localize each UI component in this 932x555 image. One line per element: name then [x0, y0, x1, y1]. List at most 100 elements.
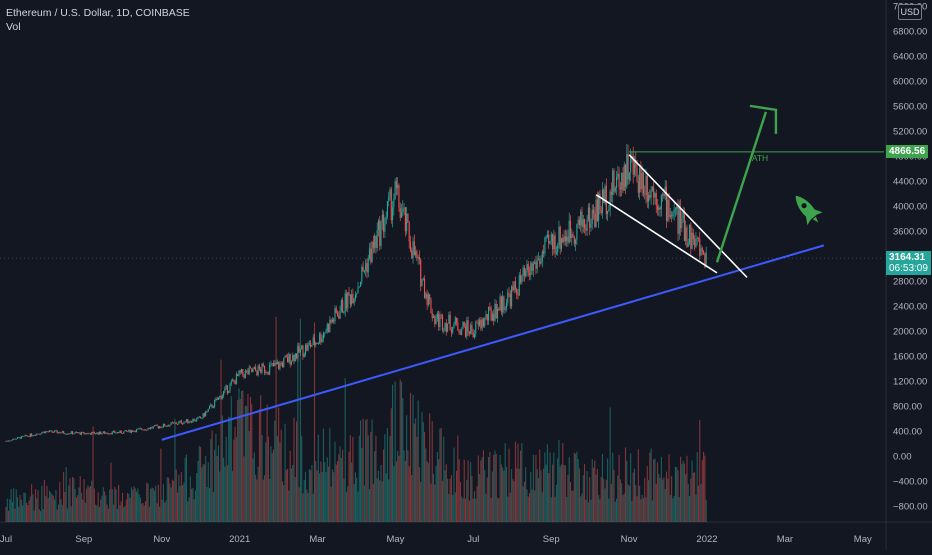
- volume-bar: [343, 478, 345, 522]
- candle-body: [110, 433, 112, 435]
- candle-body: [228, 390, 230, 393]
- candle-body: [188, 421, 190, 423]
- candle-body: [102, 431, 104, 434]
- volume-bar: [521, 443, 523, 522]
- candle-body: [701, 248, 703, 251]
- volume-bar: [129, 497, 131, 522]
- candle-body: [38, 433, 40, 435]
- candle-body: [674, 208, 676, 210]
- candle-body: [500, 296, 502, 313]
- x-tick-label: Nov: [153, 534, 170, 545]
- volume-bar: [601, 453, 604, 522]
- candle-body: [490, 308, 492, 321]
- candle-body: [324, 332, 326, 334]
- volume-bar: [52, 495, 54, 522]
- candle-body: [189, 421, 191, 423]
- volume-bar: [118, 484, 120, 522]
- x-tick-label: Mar: [777, 534, 793, 545]
- volume-bar: [445, 464, 447, 522]
- volume-bar: [61, 504, 63, 522]
- candle-body: [628, 172, 630, 180]
- volume-bar: [608, 498, 610, 522]
- candle-body: [187, 419, 189, 423]
- candle-body: [78, 432, 80, 434]
- volume-bar: [72, 476, 74, 522]
- candle-body: [381, 214, 383, 223]
- candle-body: [59, 432, 61, 434]
- volume-bar: [80, 492, 83, 522]
- candle-body: [695, 238, 697, 247]
- volume-bar: [115, 489, 117, 522]
- y-tick-label: 2800.00: [893, 277, 927, 288]
- candle-body: [534, 261, 536, 264]
- volume-bar: [50, 492, 52, 522]
- candle-body: [392, 207, 394, 221]
- volume-bar: [133, 486, 135, 522]
- volume-bar: [8, 510, 10, 522]
- candle-body: [136, 429, 138, 433]
- volume-bar: [156, 503, 158, 522]
- candle-body: [307, 343, 309, 351]
- volume-bar: [582, 475, 584, 522]
- volume-bar: [687, 483, 689, 522]
- volume-indicator-label[interactable]: Vol: [6, 21, 21, 33]
- volume-bar: [449, 478, 451, 522]
- candle-body: [637, 181, 639, 193]
- last-price-tag: 3164.31 06:53:09: [886, 251, 931, 276]
- candle-body: [560, 238, 563, 250]
- volume-bar: [179, 485, 181, 522]
- volume-bar: [430, 483, 432, 522]
- volume-bar: [36, 498, 38, 522]
- volume-bar: [363, 485, 365, 522]
- candle-body: [703, 250, 705, 254]
- volume-bar: [385, 473, 387, 522]
- candle-body: [200, 416, 202, 419]
- candle-body: [627, 153, 629, 180]
- volume-bar: [159, 506, 161, 522]
- candle-body: [331, 319, 333, 323]
- candle-body: [356, 293, 358, 294]
- candle-body: [316, 342, 318, 344]
- volume-bar: [24, 492, 26, 522]
- volume-bar: [63, 472, 65, 522]
- volume-bar: [591, 458, 593, 522]
- volume-bar: [267, 436, 269, 522]
- candle-body: [14, 438, 16, 440]
- candle-body: [183, 422, 185, 424]
- rocket-flame: [812, 216, 819, 223]
- candle-body: [31, 433, 33, 436]
- candle-body: [179, 420, 181, 422]
- candle-body: [549, 241, 551, 244]
- volume-bar: [333, 472, 335, 522]
- volume-bar: [436, 451, 438, 522]
- volume-bar: [406, 415, 408, 522]
- volume-bar: [672, 498, 674, 522]
- candle-body: [133, 430, 135, 432]
- volume-bar: [587, 502, 589, 522]
- candle-body: [505, 302, 508, 309]
- volume-bar: [429, 413, 431, 522]
- candle-body: [509, 294, 511, 307]
- candle-body: [426, 293, 428, 305]
- candle-body: [97, 432, 99, 435]
- candle-body: [147, 428, 149, 431]
- candle-body: [489, 306, 491, 309]
- currency-badge[interactable]: USD: [898, 4, 922, 20]
- volume-bar: [334, 441, 336, 522]
- candle-body: [522, 267, 524, 277]
- volume-bar: [124, 505, 126, 522]
- candle-body: [141, 428, 143, 430]
- volume-bar: [441, 480, 444, 522]
- volume-bar: [646, 466, 648, 522]
- volume-bar: [335, 464, 337, 522]
- volume-bar: [631, 500, 633, 522]
- volume-bar: [10, 489, 12, 522]
- volume-bar: [32, 494, 34, 522]
- candle-body: [345, 293, 348, 309]
- volume-bar: [262, 479, 264, 522]
- volume-bar: [392, 384, 394, 522]
- candle-body: [41, 432, 43, 434]
- candle-body: [385, 216, 387, 224]
